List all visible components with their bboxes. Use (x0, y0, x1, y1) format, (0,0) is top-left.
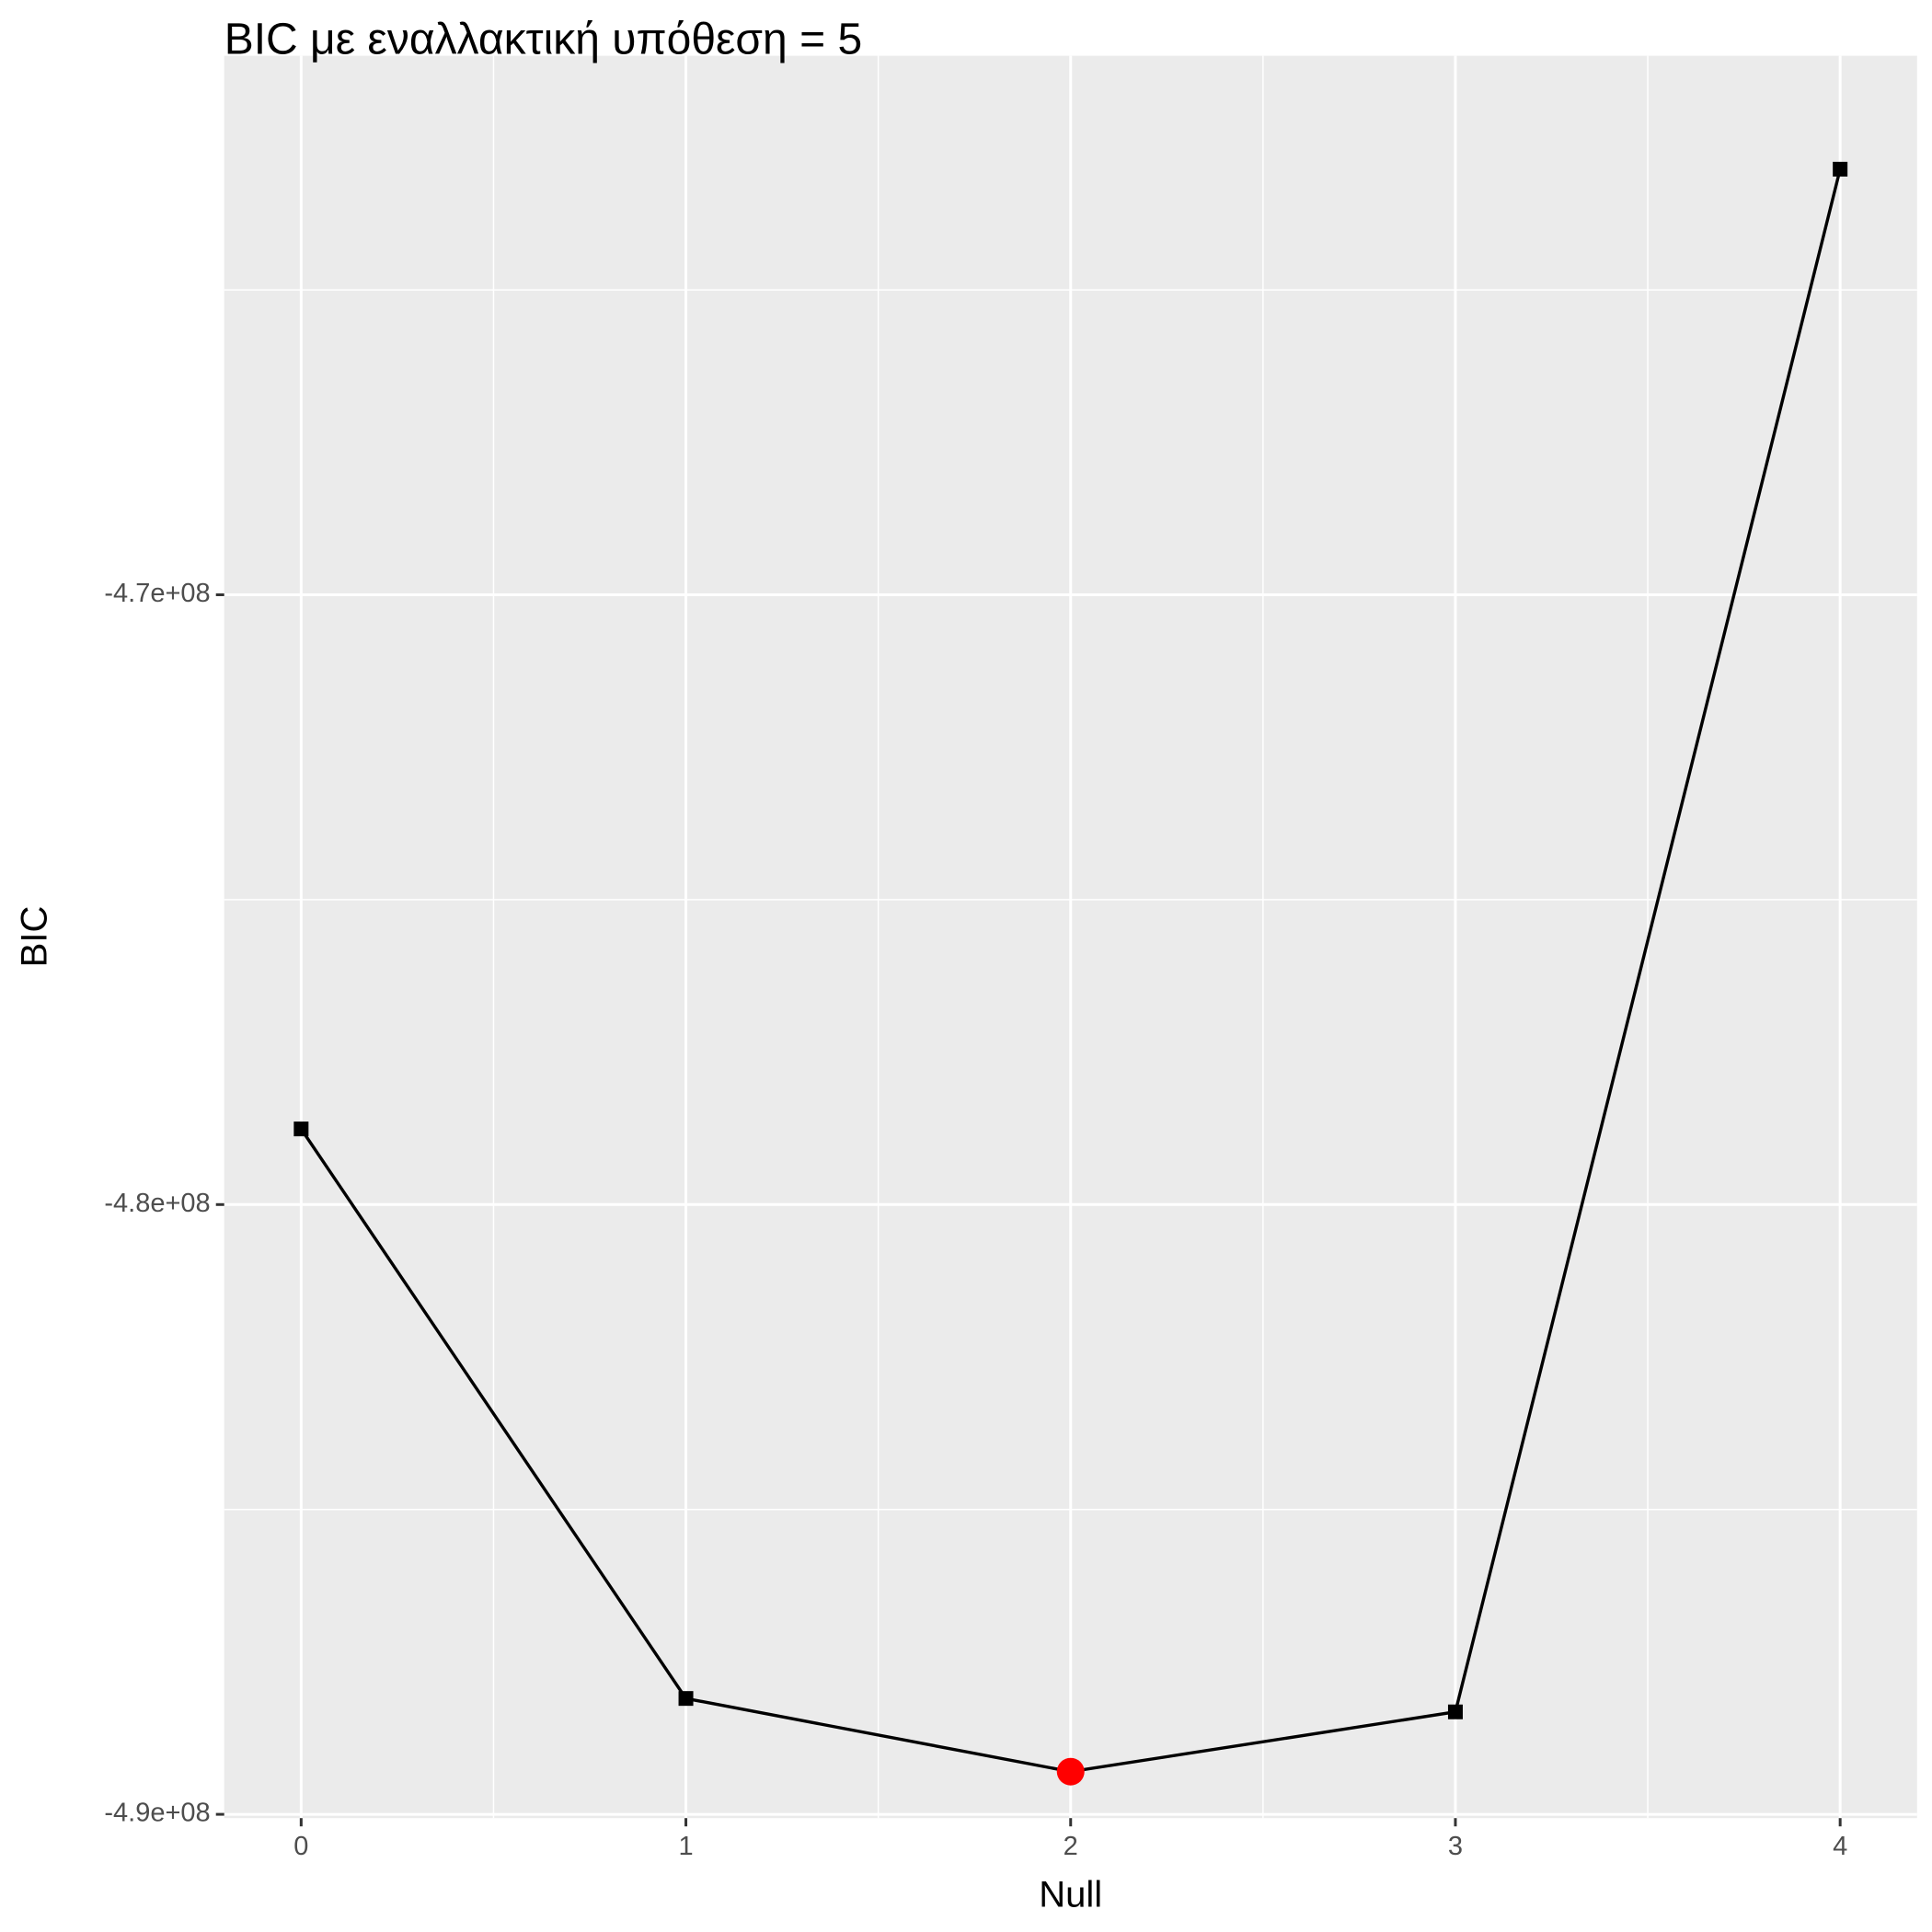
chart-title: BIC με εναλλακτική υπόθεση = 5 (224, 16, 862, 64)
x-tick-label: 3 (1448, 1832, 1463, 1861)
x-tick-label: 1 (678, 1832, 693, 1861)
x-axis-title: Null (1039, 1875, 1102, 1915)
point (1447, 1704, 1463, 1719)
x-tick-label: 0 (293, 1832, 308, 1861)
highlight-point (1056, 1757, 1085, 1786)
y-tick-label: -4.9e+08 (104, 1799, 210, 1828)
point (293, 1121, 309, 1137)
y-tick-label: -4.8e+08 (104, 1189, 210, 1218)
point (1833, 161, 1848, 177)
y-axis-title: BIC (15, 906, 55, 968)
point (678, 1691, 694, 1707)
x-tick-label: 4 (1833, 1832, 1847, 1861)
y-tick-label: -4.7e+08 (104, 579, 210, 608)
x-tick-label: 2 (1064, 1832, 1078, 1861)
